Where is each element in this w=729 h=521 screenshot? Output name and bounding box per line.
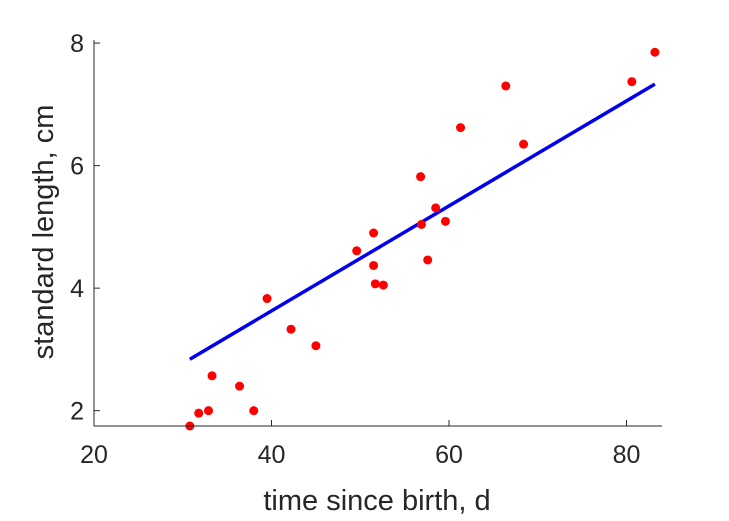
data-point bbox=[235, 381, 245, 391]
data-point bbox=[650, 47, 660, 57]
x-tick-label: 60 bbox=[435, 441, 463, 469]
data-point bbox=[456, 123, 466, 133]
data-point bbox=[311, 341, 321, 351]
x-tick-label: 80 bbox=[613, 441, 641, 469]
data-point bbox=[249, 406, 259, 416]
data-point bbox=[203, 406, 213, 416]
ticks: 20 40 60 80 2 4 6 8 bbox=[70, 30, 640, 469]
data-point bbox=[370, 279, 380, 289]
y-tick-label: 2 bbox=[70, 398, 84, 426]
data-point bbox=[207, 371, 217, 381]
axes bbox=[93, 40, 662, 427]
x-tick-label: 20 bbox=[80, 441, 108, 469]
data-point bbox=[416, 172, 426, 182]
y-tick-label: 4 bbox=[70, 275, 84, 303]
y-tick-label: 8 bbox=[70, 30, 84, 58]
data-point bbox=[262, 294, 272, 304]
data-point bbox=[286, 324, 296, 334]
data-point bbox=[369, 260, 379, 270]
data-point bbox=[440, 216, 450, 226]
y-axis-label: standard length, cm bbox=[28, 105, 60, 360]
data-point bbox=[431, 203, 441, 213]
data-point bbox=[627, 77, 637, 87]
data-point bbox=[423, 255, 433, 265]
plot-area bbox=[185, 47, 660, 431]
data-point bbox=[501, 81, 511, 91]
y-tick-label: 6 bbox=[70, 153, 84, 181]
data-point bbox=[378, 280, 388, 290]
x-axis-label: time since birth, d bbox=[263, 485, 490, 517]
x-tick-label: 40 bbox=[258, 441, 286, 469]
data-point bbox=[519, 139, 529, 149]
data-point bbox=[352, 246, 362, 256]
data-point bbox=[416, 219, 426, 229]
data-point bbox=[194, 408, 204, 418]
data-point bbox=[369, 228, 379, 238]
